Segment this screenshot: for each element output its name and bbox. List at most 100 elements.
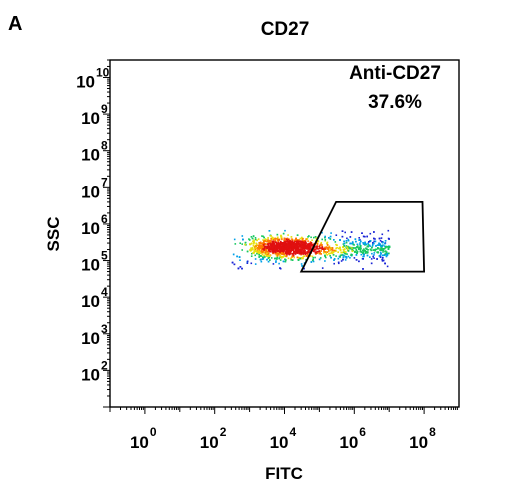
event-dot (334, 249, 336, 252)
event-dot (378, 244, 380, 246)
event-dot (384, 240, 387, 242)
event-dot (275, 260, 277, 262)
event-dot (252, 243, 255, 245)
event-dot (290, 257, 292, 260)
y-tick-label: 10 3 (81, 322, 108, 348)
event-dot (262, 235, 264, 238)
y-tick-base: 10 (81, 219, 100, 238)
event-dot (282, 251, 285, 253)
event-dot (380, 252, 382, 255)
event-dot (301, 265, 303, 267)
event-dot (294, 251, 296, 253)
event-dot (269, 249, 272, 251)
y-tick-exponent: 7 (101, 175, 108, 189)
event-dot (314, 256, 316, 259)
event-dot (290, 259, 292, 261)
event-dot (272, 238, 275, 241)
event-dot (358, 260, 360, 263)
event-dot (282, 250, 285, 252)
event-dot (354, 238, 357, 240)
event-dot (266, 255, 268, 257)
event-dot (324, 251, 327, 253)
event-dot (306, 251, 308, 253)
event-dot (252, 235, 255, 237)
event-dot (302, 238, 304, 240)
event-dot (269, 250, 272, 253)
event-dot (337, 247, 340, 250)
event-dot (319, 257, 322, 259)
event-dot (297, 240, 300, 243)
event-dot (381, 241, 384, 244)
event-dot (352, 242, 354, 244)
event-dot (349, 242, 352, 245)
event-dot (239, 266, 242, 268)
event-dot (304, 240, 307, 243)
event-dot (288, 253, 290, 255)
event-dot (293, 247, 296, 249)
event-dot (316, 245, 318, 248)
y-tick-base: 10 (81, 182, 100, 201)
event-dot (246, 260, 249, 263)
event-dot (349, 247, 352, 250)
event-dot (290, 252, 292, 255)
event-dot (318, 250, 320, 252)
event-dot (296, 256, 299, 259)
event-dot (273, 242, 275, 245)
event-dot (254, 237, 257, 239)
event-dot (329, 235, 332, 238)
event-dot (281, 244, 284, 247)
event-dot (369, 248, 372, 251)
event-dot (238, 256, 241, 258)
event-dot (267, 239, 269, 242)
event-dot (344, 231, 346, 234)
event-dot (290, 241, 293, 244)
event-dot (294, 243, 297, 245)
event-dot (364, 241, 366, 244)
event-dot (266, 252, 268, 254)
event-dot (349, 257, 351, 259)
event-dot (279, 250, 281, 252)
event-dot (308, 246, 310, 249)
event-dot (318, 258, 321, 261)
event-dot (309, 246, 311, 248)
event-dot (296, 242, 299, 245)
event-dot (269, 255, 271, 257)
x-tick-label: 106 (339, 425, 366, 452)
event-dot (369, 232, 372, 235)
event-dot (299, 237, 302, 240)
event-dot (376, 251, 379, 254)
event-dot (267, 237, 269, 239)
event-dot (384, 242, 386, 245)
event-dot (369, 245, 371, 247)
event-dot (330, 248, 333, 251)
event-dot (299, 257, 301, 260)
event-dot (284, 260, 287, 263)
event-dot (282, 242, 285, 244)
event-dot (277, 245, 280, 247)
event-dot (320, 253, 322, 255)
event-dot (373, 257, 375, 259)
event-dot (290, 242, 292, 245)
event-dot (288, 240, 291, 242)
event-dot (233, 263, 236, 266)
event-dot (362, 242, 364, 244)
event-dot (374, 248, 377, 251)
event-dot (282, 243, 284, 245)
event-dot (291, 246, 293, 248)
event-dot (285, 240, 288, 243)
event-dot (267, 245, 270, 248)
gate-polygon[interactable] (299, 200, 426, 273)
event-dot (327, 248, 329, 250)
event-dot (371, 246, 373, 249)
event-dot (297, 257, 300, 259)
event-dot (306, 245, 308, 247)
event-dot (326, 251, 329, 253)
event-dot (347, 250, 350, 252)
event-dot (271, 236, 274, 239)
event-dot (320, 247, 322, 249)
event-dot (258, 242, 261, 244)
event-dot (384, 262, 386, 265)
event-dot (305, 255, 308, 257)
x-tick-label: 104 (270, 425, 297, 452)
event-dot (324, 248, 326, 250)
